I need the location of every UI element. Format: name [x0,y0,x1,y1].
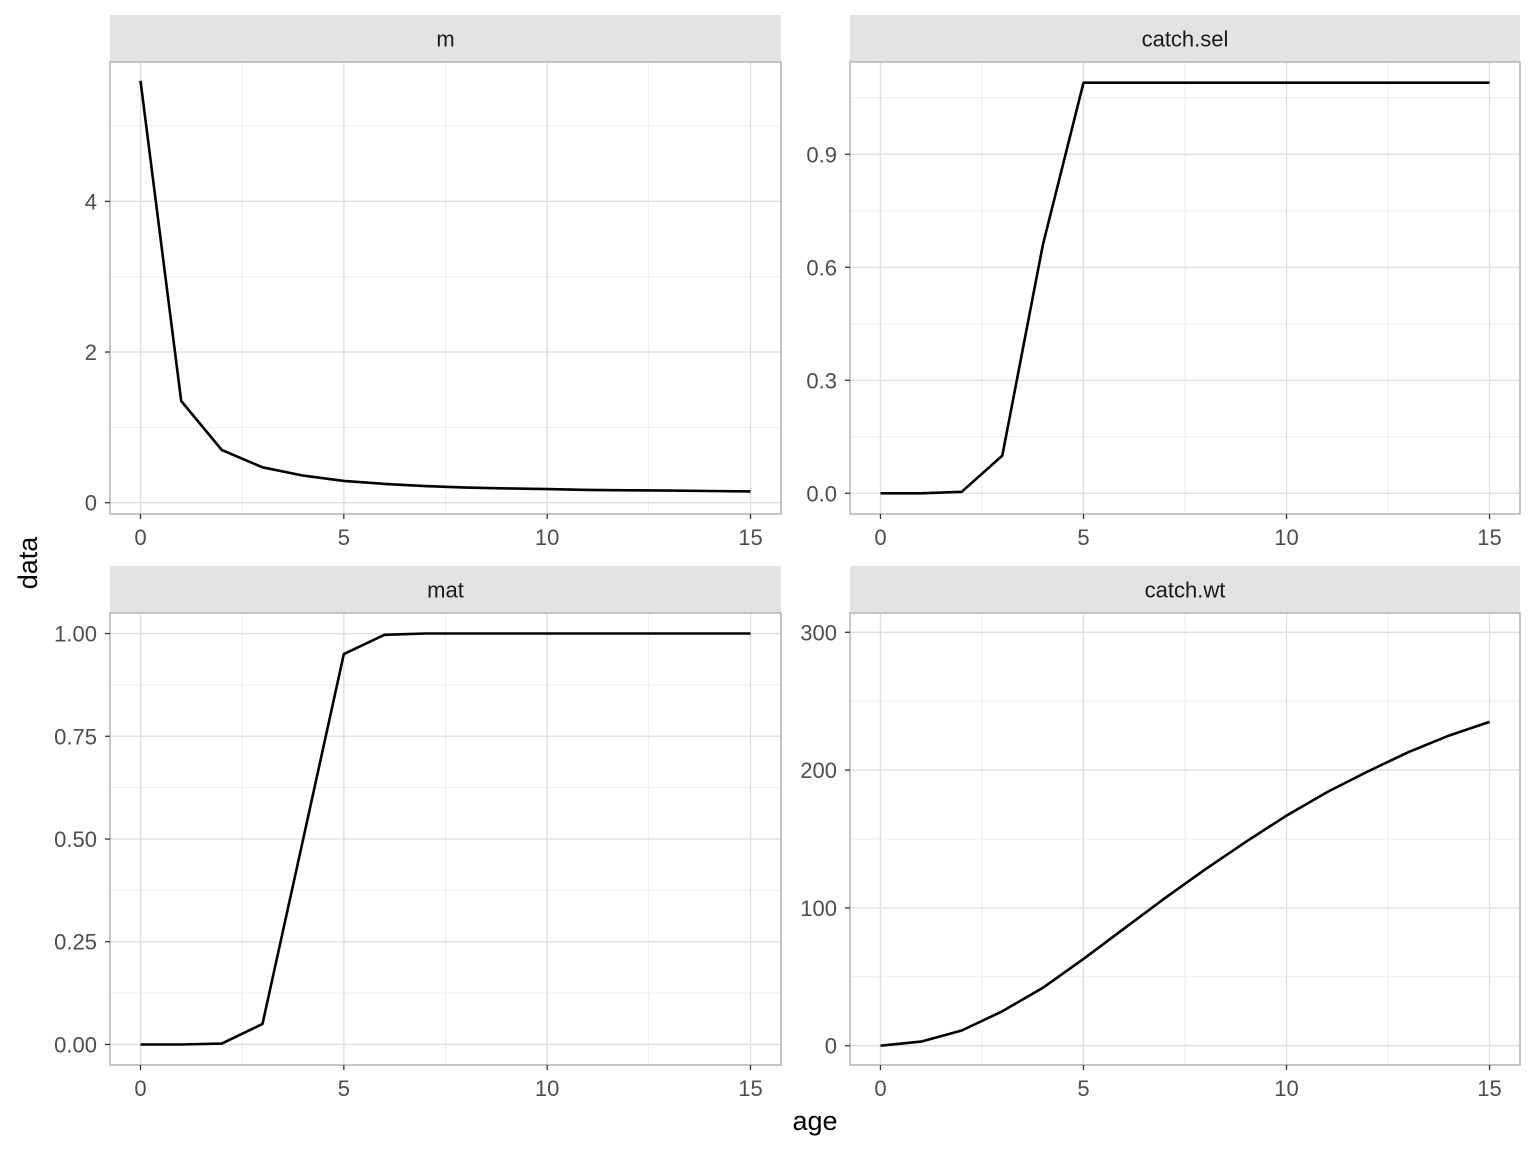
series-line [880,720,1490,1047]
y-tick-label: 0.50 [54,827,97,852]
y-tick-label: 0.00 [54,1032,97,1057]
x-tick-label: 10 [1274,525,1298,550]
x-tick-label: 15 [1477,525,1501,550]
y-tick-label: 100 [800,896,837,921]
facet-strip [850,566,1520,613]
y-tick-label: 0 [85,491,97,516]
y-tick-label: 4 [85,189,97,214]
x-tick-label: 15 [1477,1076,1501,1101]
panel-border [849,61,1521,515]
facet-strip-label: mat [427,578,464,603]
y-tick-label: 0.9 [806,142,837,167]
x-tick-label: 15 [738,525,762,550]
facet-strip [110,15,781,62]
y-tick-label: 200 [800,758,837,783]
facet-strip [850,15,1520,62]
facet-panel-3: catch.wt 0 5 10 15 0 100 200 300 [800,566,1521,1101]
x-tick-label: 5 [1077,1076,1089,1101]
panel-border [109,61,782,515]
facet-strip-label: catch.wt [1145,578,1226,603]
x-axis-title: age [792,1106,837,1136]
facet-panels: m 0 5 10 15 0 2 4 catch.sel 0 5 10 15 0.0 0.3 0.6 0.9 mat… [54,15,1521,1101]
panel-border [849,612,1521,1066]
x-tick-label: 10 [535,1076,559,1101]
facet-strip-label: m [436,27,454,52]
y-tick-label: 0.3 [806,368,837,393]
facet-strip [110,566,781,613]
facet-panel-0: m 0 5 10 15 0 2 4 [85,15,782,550]
y-tick-label: 1.00 [54,622,97,647]
x-tick-label: 10 [535,525,559,550]
x-tick-label: 15 [738,1076,762,1101]
x-tick-label: 0 [134,525,146,550]
series-line [880,81,1490,495]
x-tick-label: 5 [338,525,350,550]
y-tick-label: 0.6 [806,255,837,280]
y-axis-title: data [13,536,43,590]
facet-panel-1: catch.sel 0 5 10 15 0.0 0.3 0.6 0.9 [806,15,1521,550]
x-tick-label: 5 [338,1076,350,1101]
x-tick-label: 0 [874,525,886,550]
series-line [139,80,751,493]
x-tick-label: 0 [874,1076,886,1101]
y-tick-label: 0 [825,1034,837,1059]
x-tick-label: 0 [134,1076,146,1101]
y-tick-label: 0.75 [54,724,97,749]
y-tick-label: 0.0 [806,481,837,506]
x-tick-label: 10 [1274,1076,1298,1101]
facet-panel-2: mat 0 5 10 15 0.00 0.25 0.50 0.75 1.00 [54,566,782,1101]
facet-strip-label: catch.sel [1142,27,1229,52]
series-line [140,632,751,1046]
y-tick-label: 300 [800,620,837,645]
y-tick-label: 2 [85,340,97,365]
x-tick-label: 5 [1077,525,1089,550]
y-tick-label: 0.25 [54,930,97,955]
